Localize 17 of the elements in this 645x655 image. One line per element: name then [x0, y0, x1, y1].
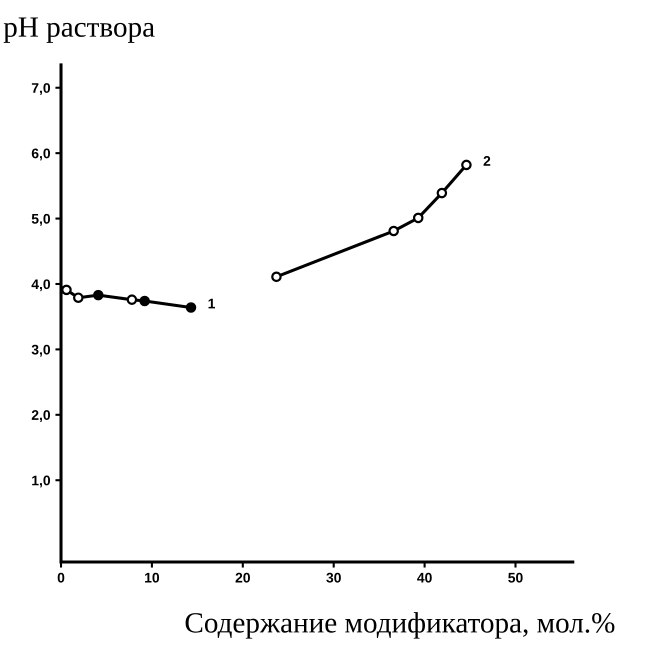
y-axis-title: pH раствора — [4, 18, 155, 43]
y-tick-label: 4,0 — [32, 279, 50, 292]
x-tick-label: 10 — [145, 572, 160, 583]
x-tick-label: 50 — [508, 572, 523, 583]
y-tick-label: 6,0 — [32, 148, 50, 160]
y-tick-label: 7,0 — [32, 83, 50, 95]
x-tick-label: 20 — [236, 572, 250, 583]
x-tick-label: 0 — [58, 572, 64, 583]
x-tick-label: 40 — [417, 572, 432, 583]
y-tick-label: 3,0 — [32, 344, 50, 357]
y-tick-label: 2,0 — [32, 410, 50, 422]
series-label: 2 — [484, 156, 490, 166]
y-tick-label: 1,0 — [32, 476, 50, 488]
x-axis-title: Содержание модификатора, мол.% — [186, 612, 614, 639]
series-label: 1 — [208, 298, 215, 308]
y-tick-label: 5,0 — [32, 214, 50, 226]
x-tick-label: 30 — [326, 572, 341, 583]
